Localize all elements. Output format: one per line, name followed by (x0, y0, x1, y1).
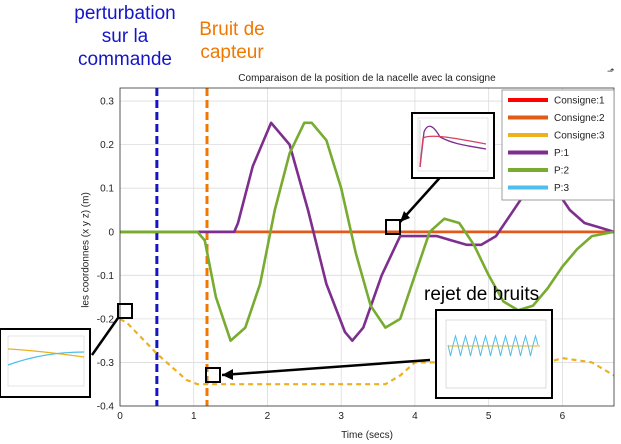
legend: Consigne:1 Consigne:2 Consigne:3 P:1 P:2 P:3 (501, 89, 615, 201)
annotation-bruit-capteur: Bruit de capteur (190, 18, 274, 64)
y-tick-label: -0.3 (97, 358, 115, 369)
legend-label: P:2 (554, 166, 569, 177)
plot-frame (119, 87, 615, 407)
annotation-rejet-bruits: rejet de bruits (424, 284, 540, 305)
callout-arrow-start (90, 317, 120, 356)
callout-arrowhead-p1 (400, 211, 410, 222)
inset-start-consigne3 (7, 348, 85, 358)
inset-start-p3 (7, 351, 85, 366)
callout-arrowhead-noise (222, 369, 233, 380)
y-tick-label: 0.1 (100, 184, 114, 195)
x-axis-label: Time (secs) (341, 430, 393, 441)
annotation-perturbation: perturbation sur la commande (62, 2, 188, 71)
axis-ticks: 0 1 2 3 4 5 6 -0.4 -0.3 -0.2 -0.1 0 0.1 0.2 0.3 (97, 97, 566, 422)
legend-label: P:1 (554, 148, 569, 159)
callout-arrow-p1 (399, 171, 446, 223)
legend-label: Consigne:1 (554, 96, 605, 107)
inset-noise-axes (445, 319, 547, 389)
x-tick-label: 6 (560, 411, 566, 422)
zoom-marker-noise (205, 367, 221, 383)
callout-arrow-noise (221, 358, 431, 377)
y-tick-label: 0.3 (100, 97, 114, 108)
chart-title: Comparaison de la position de la nacelle… (238, 73, 496, 84)
x-tick-label: 2 (265, 411, 271, 422)
x-tick-label: 3 (338, 411, 344, 422)
y-tick-label: 0.2 (100, 140, 114, 151)
y-tick-label: 0 (108, 227, 114, 238)
y-tick-label: -0.1 (97, 271, 115, 282)
x-tick-label: 5 (486, 411, 492, 422)
annotation-bruit-line2: capteur (200, 42, 264, 63)
annotation-bruit-line1: Bruit de (199, 19, 265, 40)
y-tick-label: -0.2 (97, 314, 115, 325)
annotation-lines (155, 88, 209, 406)
x-tick-label: 0 (117, 411, 123, 422)
y-tick-label: -0.4 (97, 402, 115, 413)
annotation-perturbation-line1: perturbation (74, 3, 176, 24)
x-tick-label: 1 (191, 411, 197, 422)
legend-box (501, 89, 615, 201)
annotation-perturbation-line3: commande (78, 49, 172, 70)
series-line-consigne-3 (120, 317, 614, 386)
inset-callouts (0, 112, 553, 399)
series-line-p-2 (120, 121, 614, 342)
legend-label: Consigne:3 (554, 131, 605, 142)
legend-label: Consigne:2 (554, 113, 605, 124)
y-axis-label: les coordonnes (x y z) (m) (80, 192, 92, 308)
zoom-marker-p1 (385, 219, 401, 235)
expand-figure-icon[interactable]: ⬏ (607, 66, 615, 76)
zoom-marker-start (117, 303, 133, 319)
legend-label: P:3 (554, 183, 569, 194)
inset-noise-p3 (447, 334, 539, 357)
x-tick-label: 4 (412, 411, 418, 422)
inset-p1-consigne (419, 135, 487, 168)
annotation-perturbation-line2: sur la (101, 26, 149, 47)
